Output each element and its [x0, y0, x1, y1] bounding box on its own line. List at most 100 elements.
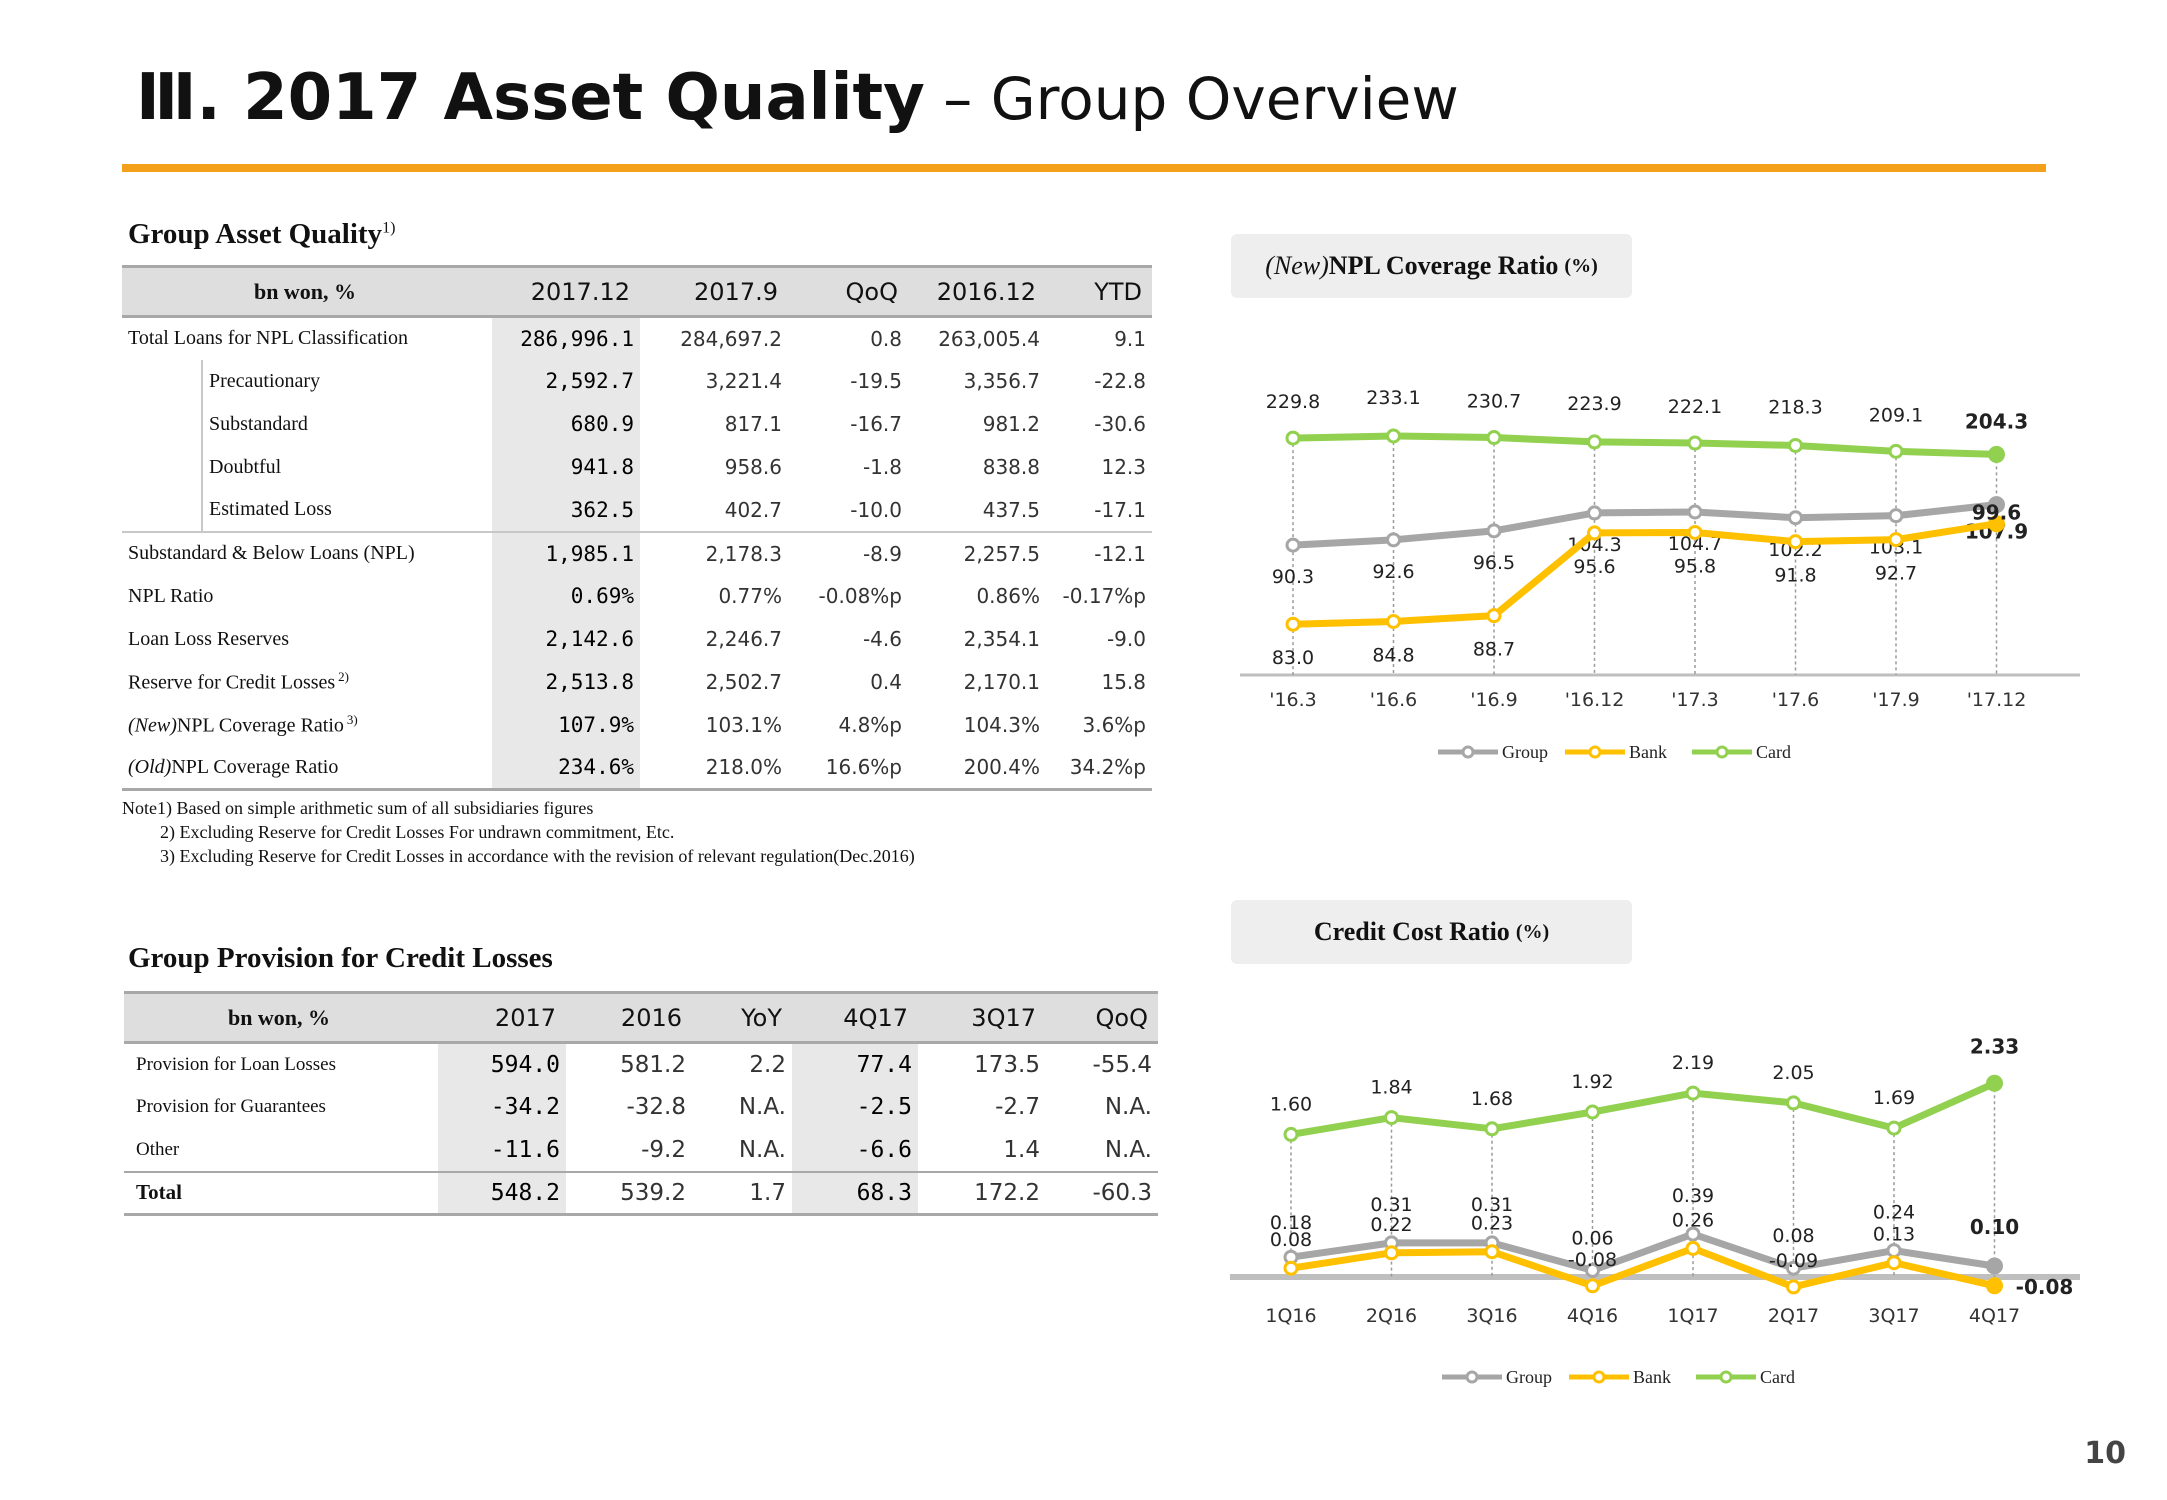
data-label: 90.3 — [1272, 566, 1314, 588]
table-row: Total Loans for NPL Classification 286,99… — [122, 316, 1152, 360]
column-header: 2017.12 — [492, 265, 640, 318]
x-tick-label: 2Q16 — [1366, 1305, 1417, 1327]
data-point — [1386, 428, 1401, 444]
data-label: 91.8 — [1774, 565, 1816, 587]
data-label: 0.08 — [1270, 1229, 1312, 1251]
table-cell: 12.3 — [1101, 455, 1146, 479]
table-cell: -12.1 — [1046, 530, 1152, 575]
table-cell: -22.8 — [1094, 369, 1146, 393]
row-label: Estimated Loss — [201, 488, 492, 532]
data-point — [1386, 614, 1401, 629]
x-tick-label: 4Q16 — [1567, 1305, 1618, 1327]
data-label: -0.08 — [1568, 1249, 1617, 1271]
table-cell: 218.0% — [640, 746, 788, 791]
data-point — [1888, 443, 1904, 459]
data-point — [1484, 1244, 1500, 1260]
table-cell: 2,592.7 — [492, 359, 640, 403]
row-label: Total Loans for NPL Classification — [128, 327, 409, 350]
table-cell: 548.2 — [438, 1170, 566, 1216]
row-label: Precautionary — [201, 359, 492, 403]
data-label: 223.9 — [1567, 393, 1621, 415]
row-label: Reserve for Credit Losses 2) — [128, 669, 350, 694]
data-label: 83.0 — [1272, 647, 1314, 669]
table-cell: 34.2%p — [1046, 746, 1152, 791]
data-label: 84.8 — [1372, 645, 1414, 667]
column-header: YTD — [1046, 265, 1152, 318]
table-cell: 2,142.6 — [492, 617, 640, 661]
data-label: -0.08 — [2016, 1275, 2074, 1299]
x-tick-label: '17.3 — [1671, 689, 1719, 711]
data-point — [1587, 525, 1602, 541]
x-tick-label: 3Q17 — [1868, 1305, 1919, 1327]
table-cell: -30.6 — [1094, 412, 1146, 436]
table-cell: -4.6 — [862, 627, 902, 651]
data-point — [1786, 1279, 1801, 1295]
row-label: Provision for Loan Losses — [136, 1053, 337, 1075]
table-cell: 362.5 — [492, 488, 640, 532]
data-label: 1.60 — [1270, 1093, 1312, 1115]
data-label: 0.08 — [1772, 1225, 1814, 1247]
x-tick-label: 4Q17 — [1969, 1305, 2020, 1327]
data-point — [1687, 435, 1703, 451]
legend-label: Card — [1760, 1367, 1795, 1387]
table-cell: 0.69% — [492, 574, 640, 618]
table-row: Provision for Guarantees -34.2 -32.8 N.A. -2… — [124, 1085, 1158, 1129]
table-cell: -55.4 — [1092, 1051, 1152, 1078]
series-line-group — [1290, 1230, 1996, 1274]
table-row: Provision for Loan Losses 594.0 581.2 2.2 77… — [124, 1042, 1158, 1086]
series-line-card — [1292, 432, 1997, 458]
provision-table: bn won, % 2017 2016 YoY 4Q17 3Q17 QoQ Pr… — [124, 991, 1158, 1216]
table-cell: 173.5 — [974, 1051, 1040, 1078]
data-label: 218.3 — [1768, 396, 1822, 418]
provision-heading: Group Provision for Credit Losses — [128, 942, 553, 974]
table-cell: 68.3 — [792, 1170, 918, 1216]
table-cell-indent — [122, 489, 202, 532]
data-label: 0.18 — [1270, 1212, 1312, 1234]
data-label: 2.19 — [1672, 1052, 1714, 1074]
footnote: 3) Excluding Reserve for Credit Losses i… — [160, 846, 915, 866]
data-point — [1886, 1255, 1902, 1271]
table-row: Loan Loss Reserves 2,142.6 2,246.7 -4.6 2,35… — [122, 617, 1152, 661]
data-point — [1484, 1121, 1500, 1137]
data-point — [1285, 616, 1301, 632]
data-point — [1384, 1110, 1399, 1126]
series-line-group — [1292, 501, 1997, 549]
column-header: 2017 — [438, 991, 566, 1044]
table-cell: 981.2 — [982, 412, 1040, 436]
data-label: 233.1 — [1366, 387, 1420, 409]
row-label: Total — [124, 1170, 438, 1216]
data-label: 204.3 — [1965, 409, 2028, 433]
table-cell: 0.8 — [870, 326, 902, 351]
credit-cost-chart: 1Q16 2Q16 3Q16 4Q16 1Q17 2Q17 3Q17 4Q17 0.18 0.31… — [1230, 1034, 2080, 1387]
table-row: Estimated Loss 362.5 402.7 -10.0 437.5 -17.1 — [122, 488, 1152, 532]
data-label: 92.7 — [1875, 563, 1917, 585]
data-point — [1285, 430, 1301, 446]
npl-chart-title: (New) NPL Coverage Ratio (%) — [1231, 234, 1632, 298]
table-cell: -1.8 — [862, 455, 902, 479]
table-cell: N.A. — [738, 1136, 786, 1163]
table-row: Precautionary 2,592.7 3,221.4 -19.5 3,356.7 -… — [122, 359, 1152, 403]
row-label: Other — [136, 1138, 180, 1160]
data-point — [1386, 532, 1401, 548]
data-label: 1.84 — [1370, 1077, 1412, 1099]
data-label: 0.39 — [1672, 1185, 1714, 1207]
table-cell: -17.1 — [1094, 497, 1146, 522]
table-cell: 2,178.3 — [640, 530, 788, 575]
row-label: NPL Ratio — [128, 584, 214, 607]
column-header: QoQ — [1046, 991, 1158, 1044]
table-cell: 539.2 — [566, 1170, 692, 1216]
page-title-bold: Ⅲ. 2017 Asset Quality — [136, 61, 925, 135]
data-point — [1886, 1243, 1902, 1259]
unit-header: bn won, % — [122, 265, 492, 318]
data-label: 104.7 — [1668, 533, 1722, 555]
x-tick-label: '17.6 — [1772, 689, 1820, 711]
table-row: Reserve for Credit Losses 2) 2,513.8 2,502.… — [122, 660, 1152, 704]
data-point — [1988, 496, 2005, 514]
x-tick-label: '16.3 — [1269, 689, 1317, 711]
data-label: 2.05 — [1772, 1062, 1814, 1084]
unit-header: bn won, % — [124, 991, 438, 1044]
table-cell: 402.7 — [724, 497, 782, 522]
x-tick-label: '16.12 — [1565, 689, 1625, 711]
x-tick-label: 1Q17 — [1667, 1305, 1718, 1327]
data-label: 1.92 — [1571, 1071, 1613, 1093]
